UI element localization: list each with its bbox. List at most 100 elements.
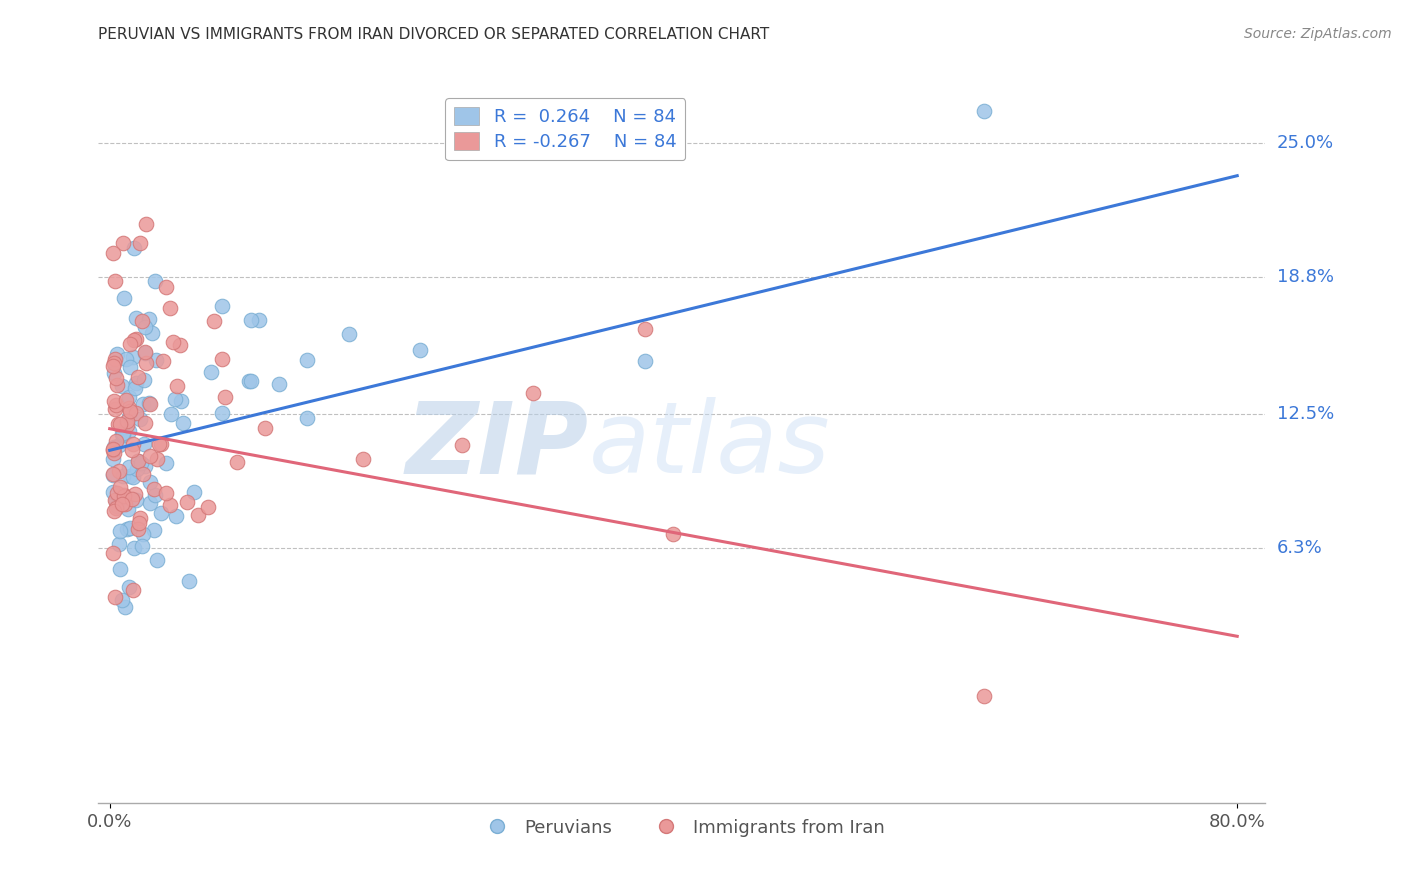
Point (166, 379, 188, 393)
Point (112, 427, 135, 442)
Point (143, 488, 166, 502)
Point (165, 509, 187, 524)
Point (409, 343, 432, 358)
Point (101, 467, 124, 481)
Point (159, 301, 181, 315)
Point (139, 396, 162, 410)
Point (121, 443, 143, 458)
Point (118, 520, 141, 534)
Point (225, 455, 247, 469)
Point (121, 350, 143, 364)
Point (138, 396, 160, 410)
Point (267, 376, 290, 391)
Point (108, 537, 131, 551)
Point (118, 404, 141, 418)
Point (111, 497, 134, 511)
Point (121, 491, 143, 506)
Point (522, 385, 544, 400)
Point (134, 437, 156, 451)
Text: 18.8%: 18.8% (1277, 268, 1334, 286)
Point (105, 346, 128, 360)
Point (108, 524, 131, 538)
Point (135, 217, 157, 231)
Point (138, 312, 160, 326)
Point (169, 338, 191, 352)
Point (124, 492, 146, 507)
Point (104, 500, 127, 515)
Point (105, 486, 128, 500)
Point (107, 417, 129, 432)
Point (337, 327, 360, 342)
Point (134, 345, 156, 359)
Point (115, 522, 138, 536)
Point (169, 393, 191, 408)
Point (114, 497, 136, 511)
Point (145, 353, 167, 368)
Point (155, 280, 177, 294)
Point (124, 487, 146, 501)
Point (129, 236, 152, 251)
Point (131, 314, 153, 328)
Point (197, 500, 219, 514)
Point (127, 454, 149, 468)
Point (149, 436, 172, 450)
Legend: Peruvians, Immigrants from Iran: Peruvians, Immigrants from Iran (471, 812, 893, 844)
Point (104, 434, 127, 448)
Point (634, 354, 657, 368)
Point (114, 292, 136, 306)
Point (114, 352, 136, 367)
Text: ZIP: ZIP (405, 398, 589, 494)
Point (634, 322, 657, 336)
Point (238, 374, 260, 388)
Point (159, 498, 181, 512)
Text: 25.0%: 25.0% (1277, 135, 1334, 153)
Point (125, 332, 148, 346)
Point (118, 390, 141, 404)
Point (247, 313, 270, 327)
Point (155, 486, 177, 500)
Point (118, 401, 141, 416)
Point (183, 485, 205, 500)
Point (118, 409, 141, 424)
Point (105, 499, 128, 513)
Point (155, 456, 177, 470)
Point (253, 421, 276, 435)
Point (104, 401, 127, 416)
Text: PERUVIAN VS IMMIGRANTS FROM IRAN DIVORCED OR SEPARATED CORRELATION CHART: PERUVIAN VS IMMIGRANTS FROM IRAN DIVORCE… (98, 27, 769, 42)
Point (104, 493, 127, 508)
Point (148, 436, 170, 450)
Point (187, 508, 209, 522)
Point (103, 393, 125, 408)
Point (239, 375, 262, 389)
Point (134, 416, 156, 430)
Point (143, 523, 166, 537)
Point (104, 398, 127, 412)
Point (134, 373, 156, 387)
Point (295, 411, 318, 425)
Point (101, 359, 124, 374)
Point (118, 337, 141, 351)
Point (295, 353, 318, 368)
Point (105, 371, 128, 385)
Point (101, 442, 124, 456)
Point (112, 488, 135, 502)
Point (122, 541, 145, 555)
Text: Source: ZipAtlas.com: Source: ZipAtlas.com (1244, 27, 1392, 41)
Point (117, 418, 139, 433)
Point (160, 407, 183, 421)
Point (125, 406, 148, 420)
Point (105, 493, 128, 508)
Point (127, 461, 149, 475)
Point (973, 103, 995, 118)
Point (141, 326, 163, 340)
Text: 6.3%: 6.3% (1277, 539, 1323, 557)
Point (101, 546, 124, 560)
Point (125, 376, 148, 390)
Point (352, 451, 374, 466)
Point (110, 417, 132, 431)
Point (125, 311, 148, 326)
Point (128, 411, 150, 425)
Point (104, 274, 127, 288)
Point (163, 392, 186, 406)
Point (101, 246, 124, 260)
